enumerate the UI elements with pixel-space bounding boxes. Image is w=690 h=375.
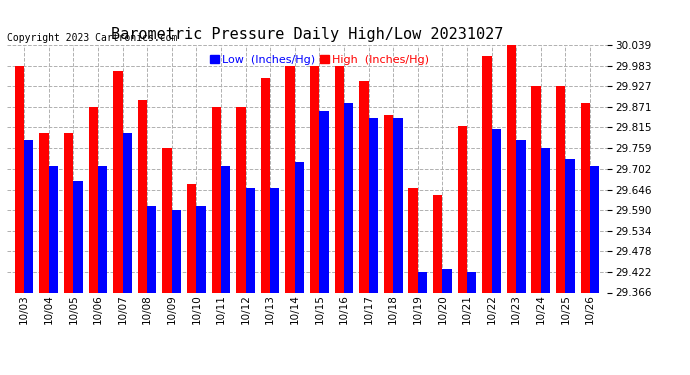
Bar — [162, 148, 172, 292]
Bar — [457, 126, 467, 292]
Bar — [24, 140, 34, 292]
Bar — [295, 162, 304, 292]
Bar — [516, 140, 526, 292]
Bar — [335, 66, 344, 292]
Bar — [197, 207, 206, 292]
Bar — [49, 166, 58, 292]
Bar — [39, 133, 49, 292]
Bar — [393, 118, 402, 292]
Bar — [123, 133, 132, 292]
Bar — [64, 133, 73, 292]
Bar — [270, 188, 279, 292]
Legend: Low  (Inches/Hg), High  (Inches/Hg): Low (Inches/Hg), High (Inches/Hg) — [206, 51, 433, 69]
Bar — [286, 66, 295, 292]
Bar — [98, 166, 107, 292]
Bar — [580, 104, 590, 292]
Bar — [147, 207, 157, 292]
Bar — [14, 66, 24, 292]
Bar — [359, 81, 368, 292]
Bar — [433, 195, 442, 292]
Bar — [261, 78, 270, 292]
Bar — [417, 272, 427, 292]
Bar — [408, 188, 417, 292]
Bar — [310, 66, 319, 292]
Bar — [187, 184, 197, 292]
Bar — [73, 181, 83, 292]
Bar — [113, 72, 123, 292]
Bar — [172, 210, 181, 292]
Bar — [556, 86, 565, 292]
Bar — [319, 111, 328, 292]
Bar — [344, 104, 353, 292]
Bar — [212, 107, 221, 292]
Bar — [246, 188, 255, 292]
Bar — [368, 118, 378, 292]
Bar — [565, 159, 575, 292]
Bar — [590, 166, 600, 292]
Bar — [507, 45, 516, 292]
Bar — [384, 114, 393, 292]
Bar — [236, 107, 246, 292]
Bar — [467, 272, 476, 292]
Bar — [491, 129, 501, 292]
Bar — [88, 107, 98, 292]
Bar — [221, 166, 230, 292]
Text: Copyright 2023 Cartronics.com: Copyright 2023 Cartronics.com — [7, 33, 177, 42]
Bar — [442, 269, 452, 292]
Bar — [531, 86, 541, 292]
Bar — [482, 56, 491, 292]
Title: Barometric Pressure Daily High/Low 20231027: Barometric Pressure Daily High/Low 20231… — [111, 27, 503, 42]
Bar — [541, 148, 550, 292]
Bar — [138, 100, 147, 292]
